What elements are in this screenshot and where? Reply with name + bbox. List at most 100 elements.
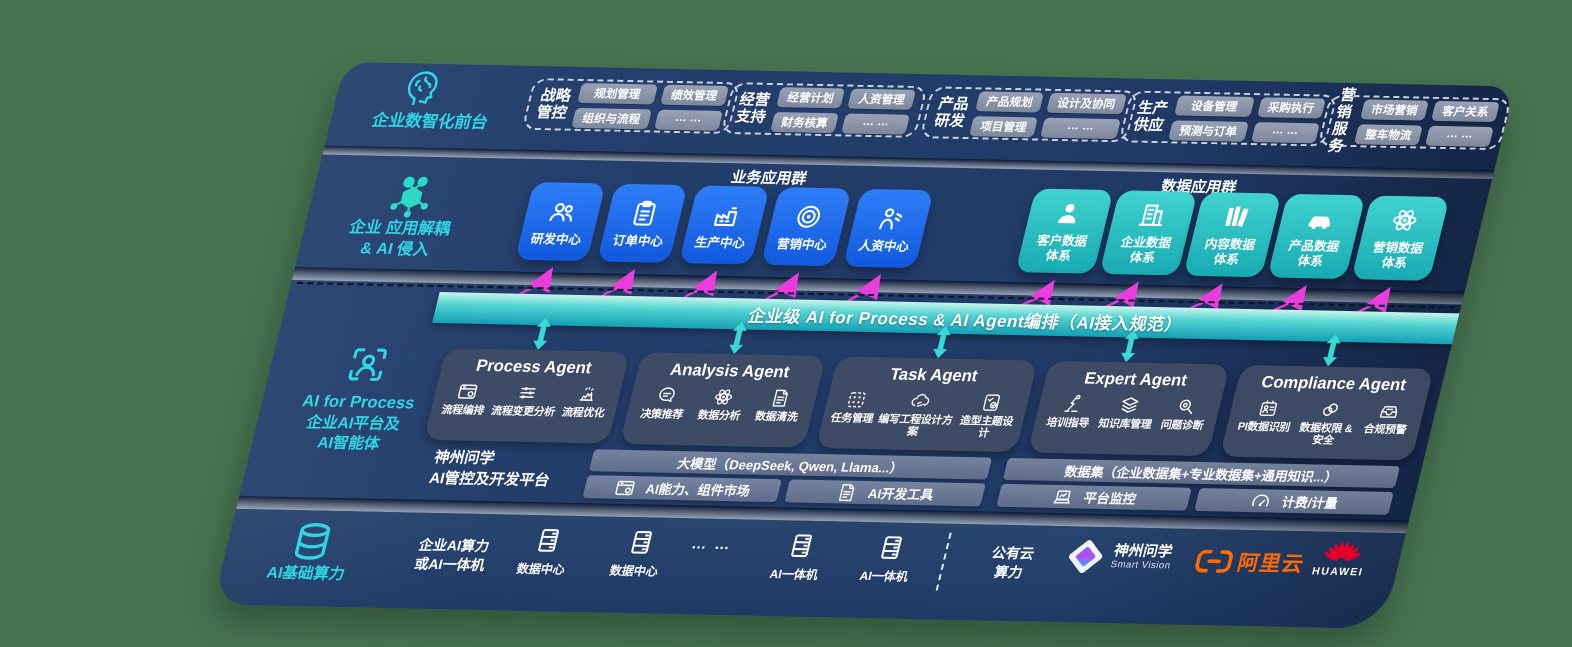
optimize-burst-icon bbox=[574, 383, 601, 405]
chat-head-icon bbox=[653, 385, 680, 407]
tile-label: 人资中心 bbox=[857, 238, 911, 254]
atom-icon bbox=[710, 386, 737, 408]
node-label: AI一体机 bbox=[768, 567, 820, 582]
layers-stack-icon bbox=[1116, 394, 1143, 416]
agent-title: Analysis Agent bbox=[668, 360, 792, 382]
cloud-edit-icon bbox=[906, 390, 933, 412]
front-group-supply: 生产 供应 设备管理 采购执行 预测与订单 … … bbox=[1118, 90, 1338, 147]
server-icon bbox=[622, 526, 660, 558]
agent-card-task: Task Agent 任务管理 编写工程设计方案 造型主题设计 bbox=[815, 356, 1038, 453]
tile-product-data: 产品数据 体系 bbox=[1267, 193, 1366, 279]
tile-marketing-data: 营销数据 体系 bbox=[1351, 195, 1450, 281]
module-chip: … … bbox=[653, 109, 723, 131]
group-title: 产品 研发 bbox=[932, 95, 971, 130]
dataset-bar: 数据集（企业数据集+专业数据集+通用知识...） bbox=[1002, 457, 1401, 489]
group-title: 经营 支持 bbox=[733, 91, 772, 126]
tile-label: 营销中心 bbox=[775, 236, 829, 252]
module-chip: … … bbox=[1040, 117, 1121, 139]
smartvision-diamond-icon bbox=[1068, 540, 1103, 574]
tile-label: 客户数据 体系 bbox=[1035, 233, 1089, 264]
enterprise-compute-label: 企业AI算力 或AI一体机 bbox=[412, 536, 492, 573]
module-chip: 规划管理 bbox=[577, 82, 658, 104]
module-chip: 产品规划 bbox=[975, 90, 1045, 113]
task-grid-icon bbox=[843, 389, 870, 411]
doc-pencil-icon bbox=[834, 481, 861, 503]
node-ai-appliance-1: AI一体机 bbox=[761, 529, 836, 583]
agent-item-label: 合规预警 bbox=[1362, 423, 1408, 437]
tile-label: 研发中心 bbox=[529, 231, 583, 247]
smartvision-logo: 神州问学 Smart Vision bbox=[1062, 537, 1177, 577]
agent-title: Expert Agent bbox=[1082, 369, 1189, 390]
aliyun-bracket-icon bbox=[1195, 549, 1233, 573]
person-icon bbox=[1050, 198, 1087, 228]
billing-bar: 计费/计量 bbox=[1194, 487, 1394, 515]
node-label: 数据中心 bbox=[608, 563, 660, 579]
devtool-bar-label: AI开发工具 bbox=[866, 486, 936, 503]
server-icon bbox=[872, 531, 910, 563]
agent-card-analysis: Analysis Agent 决策推荐 数据分析 数据清洗 bbox=[619, 352, 826, 448]
module-chip: … … bbox=[841, 113, 911, 135]
model-bar: 大模型（DeepSeek, Qwen, Llama...） bbox=[588, 449, 993, 480]
module-chip: 客户关系 bbox=[1431, 100, 1500, 122]
agent-card-expert: Expert Agent 培训指导 知识库管理 问题诊断 bbox=[1027, 360, 1230, 457]
module-chip: 人资管理 bbox=[847, 88, 917, 110]
molecule-icon bbox=[383, 173, 440, 220]
person-scan-icon bbox=[340, 342, 395, 387]
tile-production-center: 生产中心 bbox=[678, 185, 770, 265]
band-edge-1 bbox=[322, 145, 1495, 180]
ai-band-label-en: AI for Process bbox=[300, 392, 417, 413]
agent-item-label: 流程优化 bbox=[560, 406, 606, 420]
agent-title: Compliance Agent bbox=[1259, 373, 1409, 395]
devtool-bar: AI开发工具 bbox=[784, 479, 986, 507]
module-chip: 设计及协同 bbox=[1046, 92, 1127, 114]
tile-customer-data: 客户数据 体系 bbox=[1015, 188, 1114, 274]
tile-content-data: 内容数据 体系 bbox=[1183, 192, 1282, 278]
tile-marketing-center: 营销中心 bbox=[760, 187, 852, 267]
module-chip: 市场营销 bbox=[1360, 98, 1430, 121]
agent-item-label: 培训指导 bbox=[1045, 416, 1091, 430]
dataset-bar-label: 数据集（企业数据集+专业数据集+通用知识...） bbox=[1062, 463, 1340, 485]
huawei-logo: HUAWEI bbox=[1311, 535, 1372, 578]
tile-label: 内容数据 体系 bbox=[1203, 237, 1257, 267]
building-icon bbox=[1134, 200, 1171, 230]
tile-rd-center: 研发中心 bbox=[514, 181, 606, 262]
agent-title: Process Agent bbox=[474, 356, 594, 378]
module-chip: … … bbox=[1250, 121, 1320, 143]
app-gear-icon bbox=[611, 476, 638, 498]
monitor-bar: 平台监控 bbox=[996, 483, 1192, 511]
agent-item-label: 流程编排 bbox=[440, 404, 486, 417]
module-chip: 预测与订单 bbox=[1168, 119, 1249, 142]
module-chip: 经营计划 bbox=[776, 86, 846, 108]
tile-label: 产品数据 体系 bbox=[1287, 238, 1341, 269]
module-chip: 设备管理 bbox=[1174, 94, 1255, 117]
module-chip: 组织与流程 bbox=[571, 107, 652, 129]
capability-market-bar: AI能力、组件市场 bbox=[582, 475, 782, 503]
apps-band-label: 企业 应用解耦 & AI 侵入 bbox=[347, 219, 453, 259]
books-icon bbox=[1218, 201, 1255, 231]
agent-card-process: Process Agent 流程编排 流程变更分析 流程优化 bbox=[423, 348, 631, 444]
team-icon bbox=[544, 196, 581, 226]
ellipsis-dots: … … bbox=[689, 535, 735, 554]
node-ai-appliance-2: AI一体机 bbox=[851, 531, 926, 585]
clipboard-icon bbox=[626, 198, 663, 228]
tile-order-center: 订单中心 bbox=[596, 183, 688, 263]
node-label: AI一体机 bbox=[858, 568, 910, 584]
brain-head-icon bbox=[396, 66, 448, 109]
model-bar-label: 大模型（DeepSeek, Qwen, Llama...） bbox=[675, 455, 905, 476]
car-icon bbox=[1302, 203, 1339, 233]
tile-label: 营销数据 体系 bbox=[1371, 240, 1425, 271]
tile-label: 企业数据 体系 bbox=[1119, 235, 1173, 265]
target-icon bbox=[790, 201, 827, 231]
agent-item-label: PI数据识别 bbox=[1236, 420, 1292, 434]
agent-item-label: 流程变更分析 bbox=[489, 405, 557, 419]
gauge-icon bbox=[1248, 490, 1275, 512]
agent-item-label: 问题诊断 bbox=[1159, 419, 1205, 433]
smartvision-subtitle: Smart Vision bbox=[1109, 559, 1172, 572]
sliders-icon bbox=[514, 382, 541, 404]
diagnose-search-icon bbox=[1173, 396, 1200, 418]
platform-label: 神州问学 AI管控及开发平台 bbox=[427, 449, 552, 490]
ai-band-label-zh: 企业AI平台及 AI智能体 bbox=[304, 414, 402, 453]
agent-item-label: 编写工程设计方案 bbox=[876, 413, 955, 439]
instructor-icon bbox=[1059, 393, 1086, 415]
